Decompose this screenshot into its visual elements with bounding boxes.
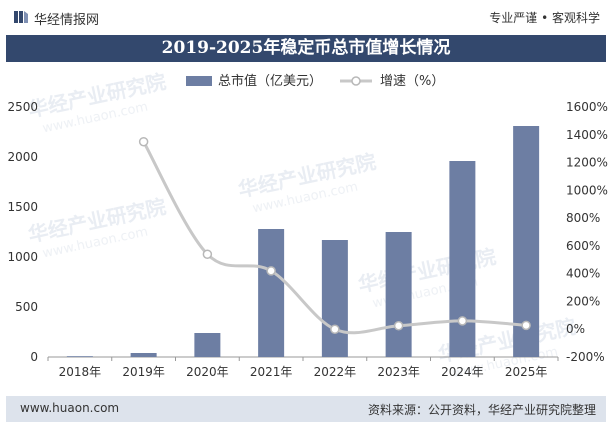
x-tick-label: 2021年 [250,365,293,379]
y-left-tick-label: 2000 [7,150,38,164]
bar [449,161,476,357]
y-right-tick-label: 1600% [566,100,608,114]
bar [258,229,285,357]
bar [513,126,540,357]
y-left-tick-label: 500 [15,300,38,314]
chart-title: 2019-2025年稳定币总市值增长情况 [6,35,606,62]
growth-point [202,249,213,259]
growth-point [457,316,468,326]
x-tick-label: 2018年 [59,365,102,379]
y-right-tick-label: -200% [566,350,605,364]
x-tick-label: 2022年 [314,365,357,379]
slogan: 专业严谨 • 客观科学 [489,11,600,25]
growth-point [393,321,404,331]
bar [66,356,93,357]
y-left-tick-label: 0 [30,350,38,364]
growth-point [330,324,340,334]
legend-label-line: 增速（%） [380,74,444,89]
x-tick-label: 2023年 [377,365,420,379]
chart: 华经产业研究院www.huaon.com华经产业研究院www.huaon.com… [7,69,608,381]
y-right-tick-label: 0% [566,322,585,336]
growth-point [138,136,149,147]
growth-point [521,320,531,331]
x-tick-label: 2025年 [505,365,548,379]
y-right-tick-label: 400% [566,267,600,281]
growth-point [266,266,276,276]
bar [321,240,348,357]
bar [385,232,412,357]
y-right-tick-label: 800% [566,211,600,225]
footer-source: 资料来源：公开资料，华经产业研究院整理 [367,403,596,417]
y-left-tick-label: 1500 [7,200,38,214]
y-right-tick-label: 1000% [566,183,608,197]
logo-icon [14,11,28,23]
footer-bar: www.huaon.com 资料来源：公开资料，华经产业研究院整理 [6,396,606,422]
x-tick-label: 2024年 [441,365,484,379]
legend-label-bar: 总市值（亿美元） [218,73,322,89]
header-bar: 华经情报网 专业严谨 • 客观科学 [0,0,612,34]
y-left-tick-label: 2500 [7,100,38,114]
y-right-tick-label: 200% [566,294,600,308]
legend-swatch-bar [186,76,212,86]
footer-website: www.huaon.com [20,401,120,415]
bar [130,353,157,357]
bar [194,333,221,357]
y-left-tick-label: 1000 [7,250,38,264]
y-right-tick-label: 600% [566,239,600,253]
x-tick-label: 2019年 [122,365,165,379]
brand-name: 华经情报网 [34,13,100,28]
y-right-tick-label: 1200% [566,156,608,170]
x-tick-label: 2020年 [186,365,229,379]
legend-swatch-marker [351,76,361,86]
y-right-tick-label: 1400% [566,128,608,142]
